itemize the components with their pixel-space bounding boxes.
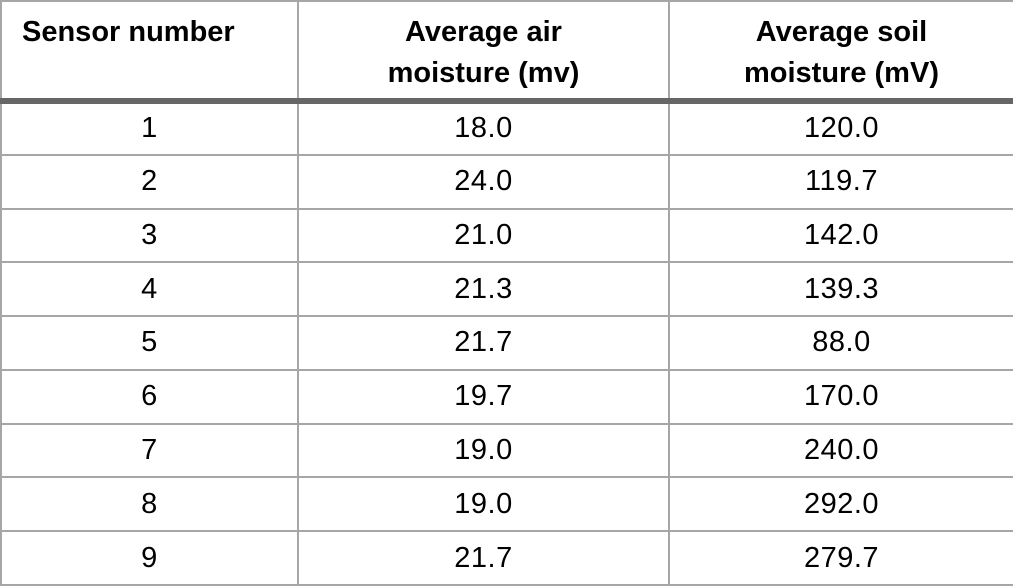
table-cell: 170.0 <box>668 368 1013 425</box>
header-sensor-number: Sensor number <box>0 0 299 104</box>
table-cell: 24.0 <box>297 153 670 210</box>
table-row: 9 21.7 279.7 <box>0 530 1013 586</box>
table-cell: 139.3 <box>668 261 1013 318</box>
table-row: 3 21.0 142.0 <box>0 207 1013 264</box>
table-cell: 120.0 <box>668 100 1013 156</box>
table-cell: 21.7 <box>297 315 670 371</box>
table-row: 8 19.0 292.0 <box>0 476 1013 533</box>
table-cell: 7 <box>0 422 299 479</box>
table-header: Sensor number Average air moisture (mv) A… <box>0 0 1013 104</box>
table-cell: 240.0 <box>668 422 1013 479</box>
table-body: 1 18.0 120.0 2 24.0 119.7 3 21.0 142.0 4 21.3 139.3… <box>0 100 1013 586</box>
table-cell: 6 <box>0 368 299 425</box>
table-cell: 21.0 <box>297 207 670 264</box>
table-cell: 21.3 <box>297 261 670 318</box>
table-cell: 8 <box>0 476 299 533</box>
table-cell: 18.0 <box>297 100 670 156</box>
header-average-air-moisture: Average air moisture (mv) <box>297 0 670 104</box>
table-row: 7 19.0 240.0 <box>0 422 1013 479</box>
table-cell: 88.0 <box>668 315 1013 371</box>
table-cell: 279.7 <box>668 530 1013 586</box>
table-cell: 9 <box>0 530 299 586</box>
header-average-soil-moisture: Average soil moisture (mV) <box>668 0 1013 104</box>
table-cell: 142.0 <box>668 207 1013 264</box>
table-cell: 19.0 <box>297 476 670 533</box>
table-row: 2 24.0 119.7 <box>0 153 1013 210</box>
table-cell: 119.7 <box>668 153 1013 210</box>
table-cell: 19.7 <box>297 368 670 425</box>
table-cell: 19.0 <box>297 422 670 479</box>
table-cell: 292.0 <box>668 476 1013 533</box>
table-cell: 2 <box>0 153 299 210</box>
table-row: 6 19.7 170.0 <box>0 368 1013 425</box>
header-row: Sensor number Average air moisture (mv) A… <box>0 0 1013 104</box>
table-row: 4 21.3 139.3 <box>0 261 1013 318</box>
table-cell: 3 <box>0 207 299 264</box>
table-cell: 5 <box>0 315 299 371</box>
table-row: 1 18.0 120.0 <box>0 100 1013 156</box>
table-cell: 21.7 <box>297 530 670 586</box>
table-row: 5 21.7 88.0 <box>0 315 1013 371</box>
table-cell: 4 <box>0 261 299 318</box>
table-cell: 1 <box>0 100 299 156</box>
